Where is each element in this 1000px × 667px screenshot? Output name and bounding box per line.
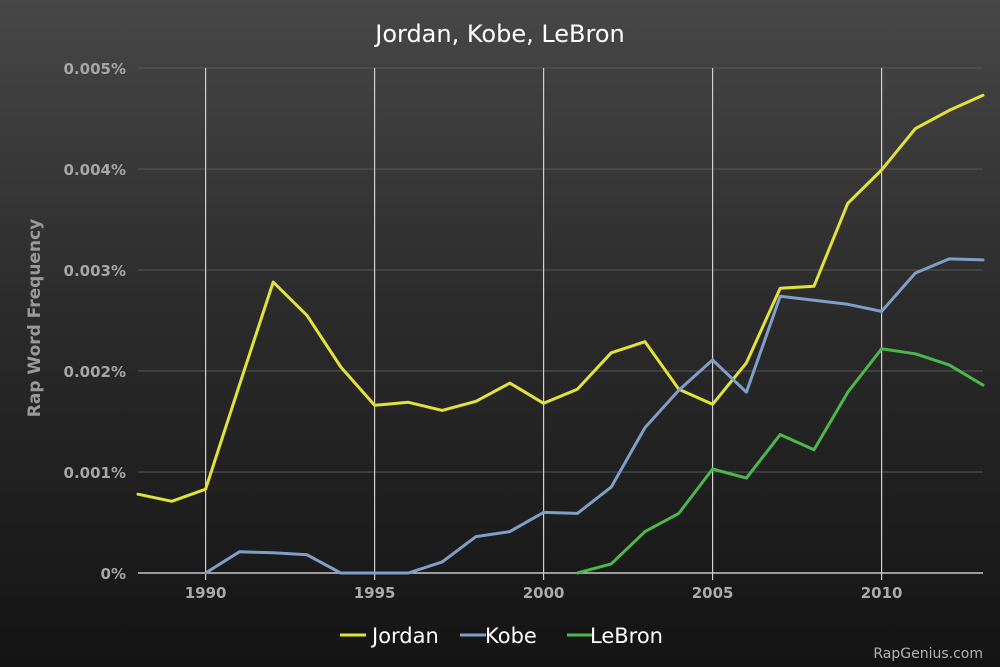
x-tick-label: 2010 xyxy=(861,584,903,602)
y-tick-label: 0.005% xyxy=(64,60,126,78)
y-tick-label: 0.004% xyxy=(64,161,126,179)
x-tick-label: 2005 xyxy=(692,584,734,602)
legend-label-kobe: Kobe xyxy=(485,624,537,648)
series-line-kobe xyxy=(204,257,985,575)
y-tick-label: 0.003% xyxy=(64,262,126,280)
y-tick-label: 0.001% xyxy=(64,464,126,482)
source-credit: RapGenius.com xyxy=(873,646,983,662)
series-line-lebron xyxy=(575,347,985,575)
y-tick-label: 0.002% xyxy=(64,363,126,381)
legend-label-lebron: LeBron xyxy=(590,624,663,648)
y-tick-label: 0% xyxy=(101,565,126,583)
legend-label-jordan: Jordan xyxy=(370,624,439,648)
series-line-jordan xyxy=(136,93,985,503)
x-tick-label: 1990 xyxy=(185,584,227,602)
y-axis-label: Rap Word Frequency xyxy=(25,219,45,417)
x-tick-label: 1995 xyxy=(354,584,396,602)
chart-title: Jordan, Kobe, LeBron xyxy=(373,20,625,48)
x-tick-label: 2000 xyxy=(523,584,565,602)
